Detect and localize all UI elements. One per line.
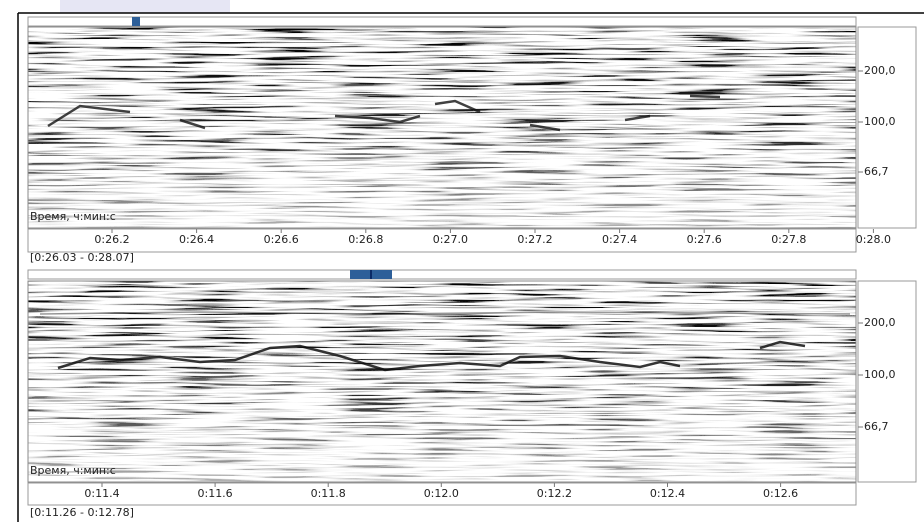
time-tick-label: 0:12.4 [650, 487, 685, 500]
spectrogram-window: Время, ч:мин:с [0:26.03 - 0:28.07] Время… [0, 0, 924, 522]
time-tick-label: 0:27.4 [602, 233, 637, 246]
panel: Время, ч:мин:с [0:11.26 - 0:12.78] [28, 270, 916, 519]
scrollbar[interactable] [28, 17, 856, 26]
frequency-axis [858, 281, 916, 482]
frequency-tick-label: 200,0 [864, 64, 896, 77]
time-tick-label: 0:11.6 [197, 487, 232, 500]
time-tick-label: 0:12.2 [537, 487, 572, 500]
scrollbar[interactable] [28, 270, 856, 279]
time-tick-label: 0:26.4 [179, 233, 214, 246]
frequency-tick-label: 66,7 [864, 165, 889, 178]
range-label: [0:26.03 - 0:28.07] [30, 251, 134, 264]
frequency-tick-label: 100,0 [864, 368, 896, 381]
time-tick-label: 0:26.2 [94, 233, 129, 246]
time-tick-label: 0:12.0 [424, 487, 459, 500]
time-axis-label: Время, ч:мин:с [30, 210, 116, 223]
time-tick-label: 0:28.0 [856, 233, 891, 246]
header-strip [60, 0, 230, 13]
time-tick-label: 0:11.8 [311, 487, 346, 500]
frequency-tick-label: 200,0 [864, 316, 896, 329]
time-tick-label: 0:26.6 [264, 233, 299, 246]
scroll-thumb[interactable] [132, 17, 140, 26]
time-tick-label: 0:26.8 [348, 233, 383, 246]
range-label: [0:11.26 - 0:12.78] [30, 506, 134, 519]
time-axis-label: Время, ч:мин:с [30, 464, 116, 477]
spectrogram-fade [28, 281, 856, 482]
panel: Время, ч:мин:с [0:26.03 - 0:28.07] [28, 17, 916, 264]
spectrogram-fade [28, 27, 856, 228]
time-tick-label: 0:27.0 [433, 233, 468, 246]
time-tick-label: 0:11.4 [84, 487, 119, 500]
time-tick-label: 0:12.6 [763, 487, 798, 500]
frequency-tick-label: 66,7 [864, 420, 889, 433]
time-tick-label: 0:27.8 [771, 233, 806, 246]
time-tick-label: 0:27.6 [687, 233, 722, 246]
time-tick-label: 0:27.2 [517, 233, 552, 246]
frequency-tick-label: 100,0 [864, 115, 896, 128]
